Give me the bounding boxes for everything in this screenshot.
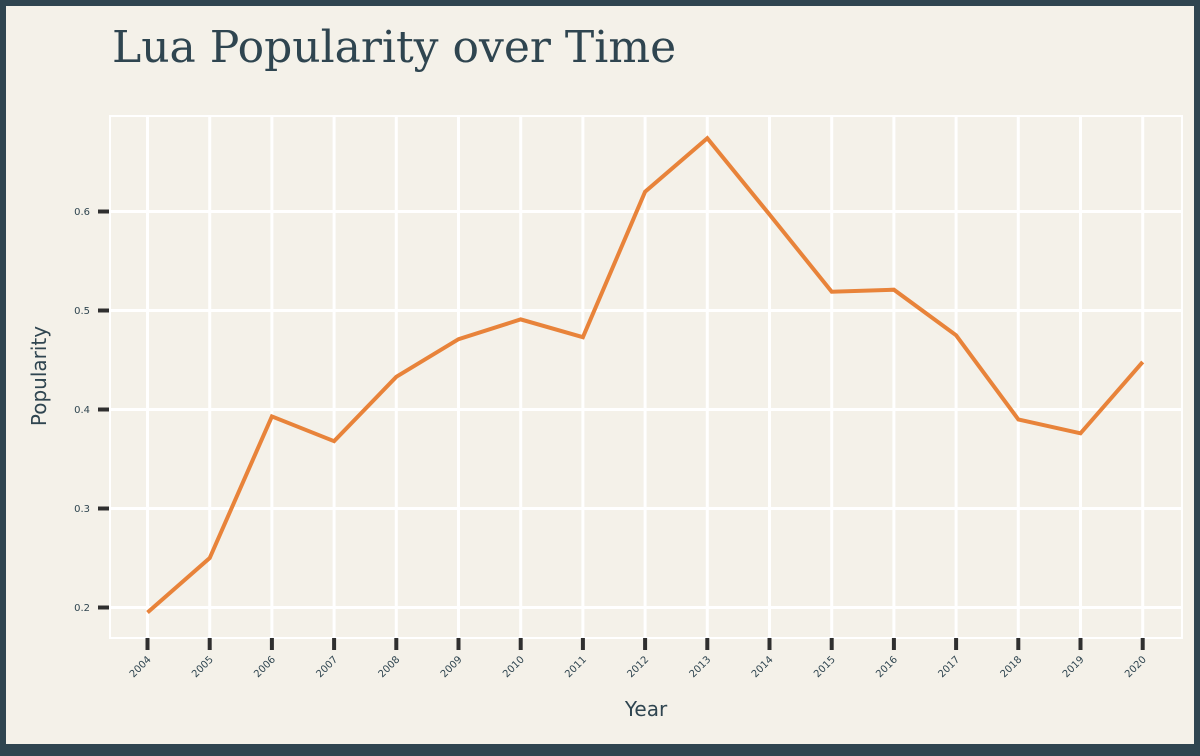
line-chart: Lua Popularity over Time 0.2 0.3 0.4 0.5 0.6…: [6, 6, 1200, 756]
x-tick-label: 2012: [625, 654, 651, 680]
x-tick-label: 2010: [501, 654, 527, 680]
x-tick-label: 2014: [750, 654, 776, 680]
x-tick-label: 2015: [812, 654, 838, 680]
x-tick-label: 2006: [252, 654, 278, 680]
x-tick-label: 2016: [874, 654, 900, 680]
y-tick-label: 0.3: [74, 504, 90, 515]
x-tick-label: 2013: [688, 654, 714, 680]
x-tick-label: 2004: [128, 654, 154, 680]
y-tick-label: 0.5: [74, 306, 90, 317]
x-tick-label: 2020: [1123, 654, 1149, 680]
x-tick-label: 2007: [314, 654, 340, 680]
x-tick-label: 2019: [1061, 654, 1087, 680]
x-tick-label: 2005: [190, 654, 216, 680]
y-axis-ticks: 0.2 0.3 0.4 0.5 0.6: [74, 207, 109, 614]
chart-title: Lua Popularity over Time: [112, 22, 676, 73]
y-tick-label: 0.4: [74, 405, 90, 416]
x-tick-label: 2018: [999, 654, 1025, 680]
x-tick-label: 2009: [439, 654, 465, 680]
y-axis-label: Popularity: [27, 326, 51, 426]
x-axis-label: Year: [624, 697, 668, 721]
x-axis-ticks: 2004 2005 2006 2007 2008 2009 2010 2011 2012 2013…: [128, 638, 1149, 680]
x-tick-label: 2017: [936, 654, 962, 680]
y-tick-label: 0.2: [74, 603, 90, 614]
y-tick-label: 0.6: [74, 207, 90, 218]
x-tick-label: 2011: [563, 654, 589, 680]
x-tick-label: 2008: [377, 654, 403, 680]
